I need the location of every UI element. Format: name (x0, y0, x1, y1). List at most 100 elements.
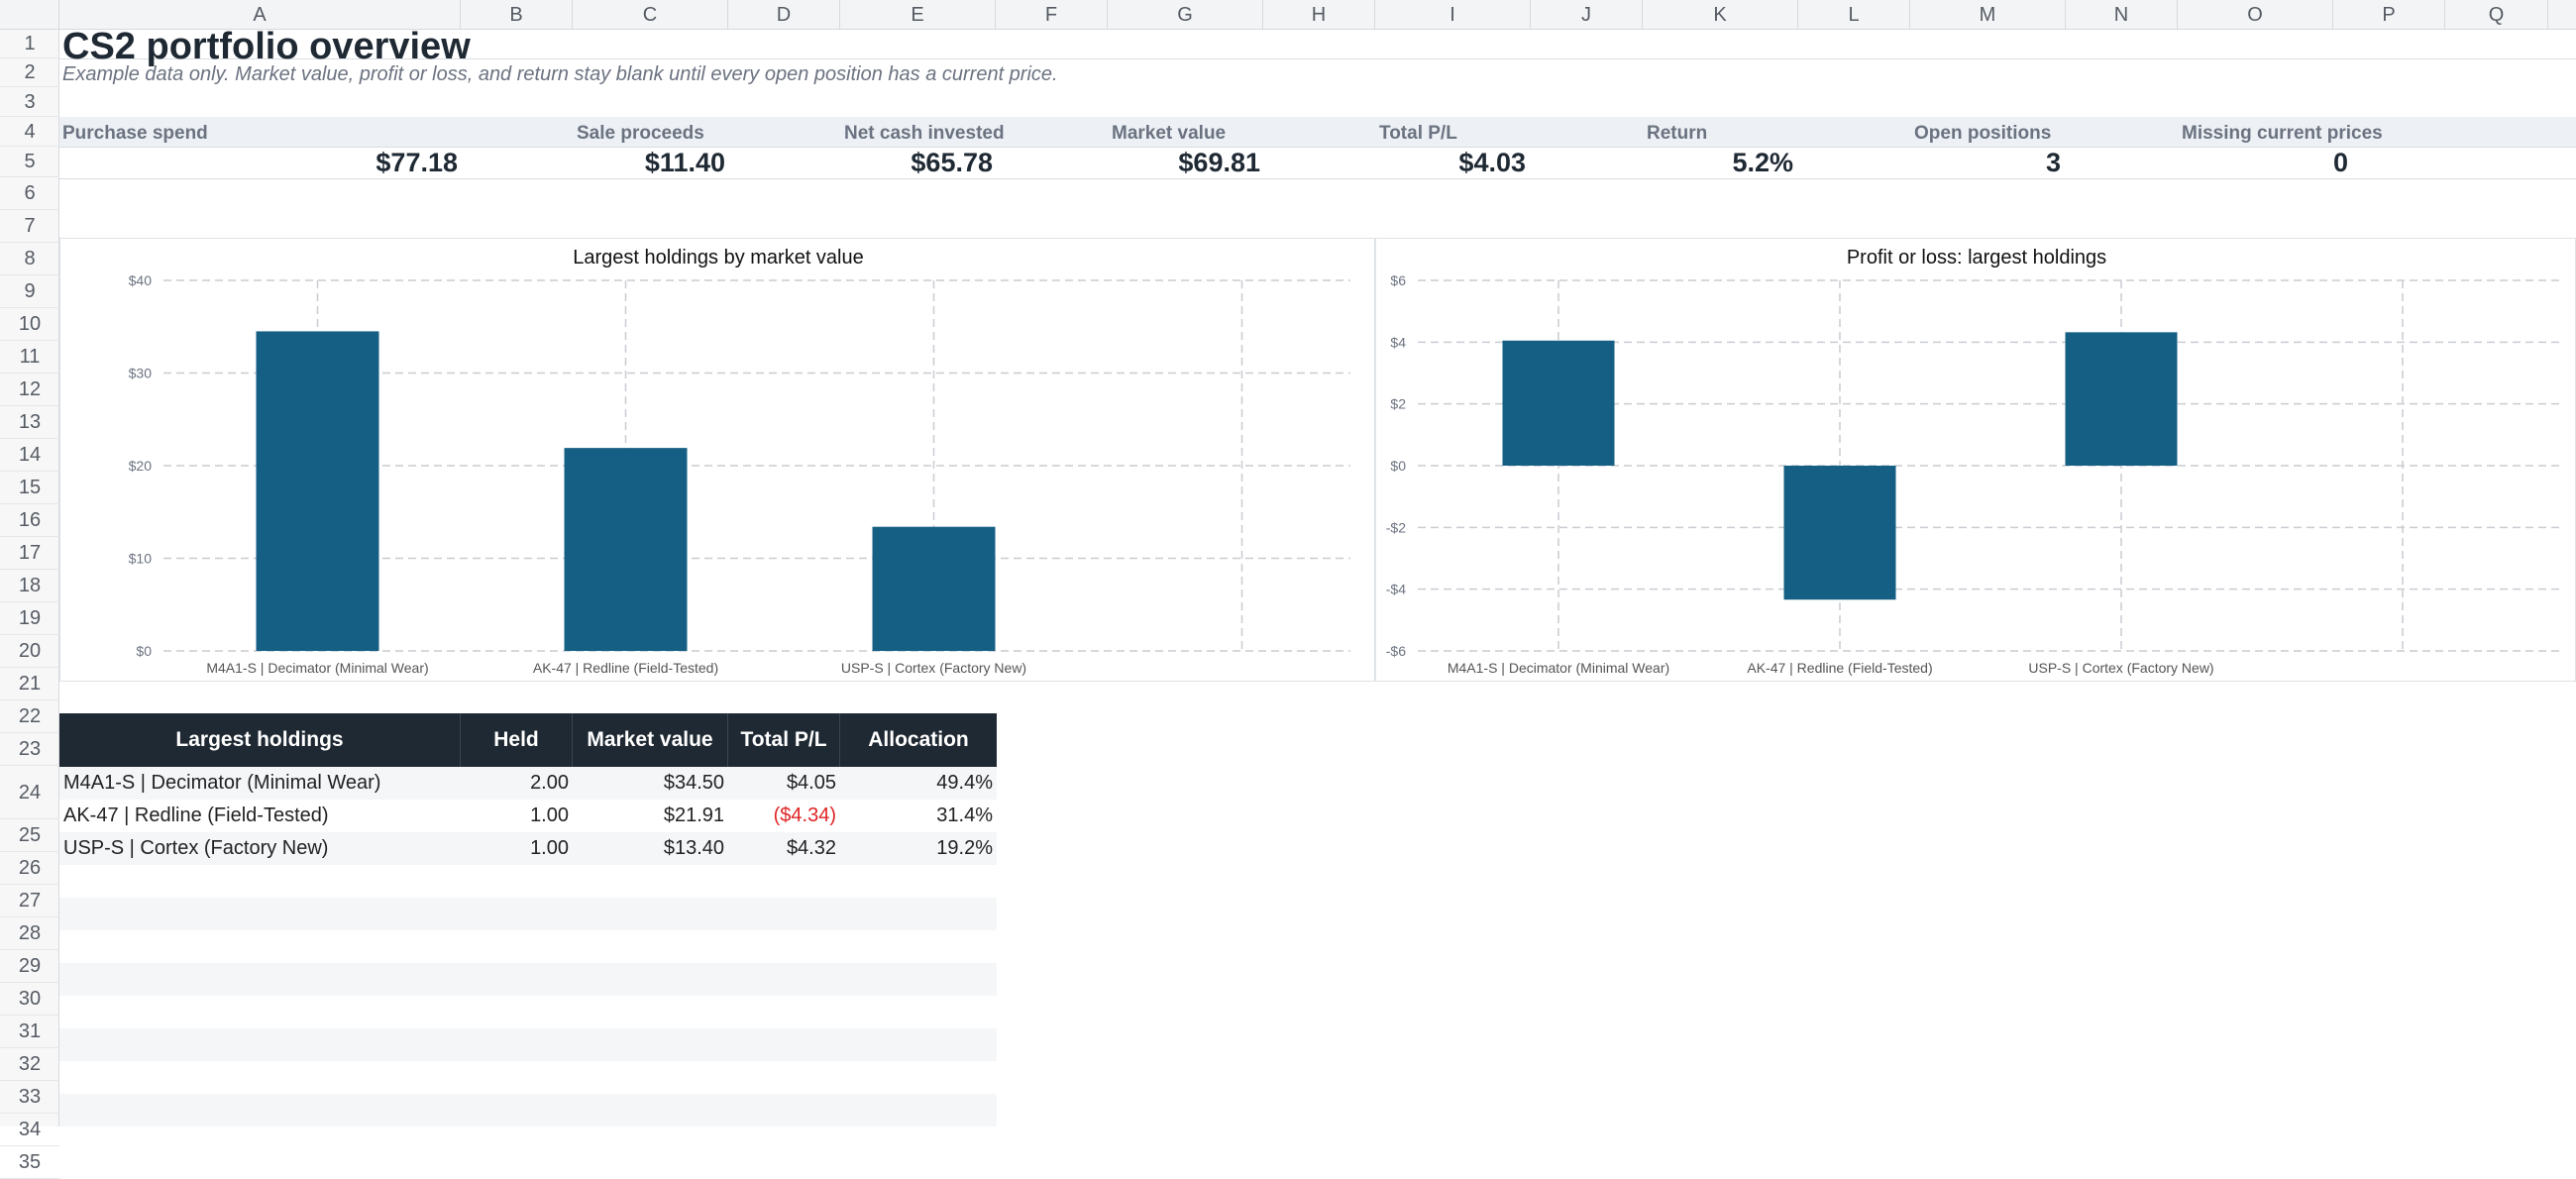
column-header-i[interactable]: I (1375, 0, 1531, 30)
column-header-g[interactable]: G (1108, 0, 1263, 30)
holdings-header-name[interactable]: Largest holdings (59, 713, 461, 767)
column-header-d[interactable]: D (728, 0, 840, 30)
holding-held[interactable]: 2.00 (530, 772, 569, 794)
holding-total-pl-negative[interactable]: ($4.34) (773, 804, 836, 826)
holding-held[interactable]: 1.00 (530, 804, 569, 826)
page-title: CS2 portfolio overview (62, 26, 471, 67)
profit-loss-chart-plot: -$6 -$4 -$2 $0 $2 $4 $6 M4A1-S | Decimator (Min… (1386, 272, 2561, 676)
row-header-30[interactable]: 30 (0, 983, 59, 1016)
row-header-6[interactable]: 6 (0, 177, 59, 210)
y-tick-label: $0 (136, 643, 152, 659)
row-header-14[interactable]: 14 (0, 439, 59, 472)
row-header-7[interactable]: 7 (0, 210, 59, 243)
row-header-17[interactable]: 17 (0, 537, 59, 570)
row-header-25[interactable]: 25 (0, 819, 59, 852)
holding-name[interactable]: M4A1-S | Decimator (Minimal Wear) (63, 772, 381, 794)
row-header-19[interactable]: 19 (0, 602, 59, 635)
column-header-f[interactable]: F (996, 0, 1108, 30)
row-header-35[interactable]: 35 (0, 1146, 59, 1179)
holding-allocation[interactable]: 19.2% (936, 837, 993, 859)
holding-total-pl[interactable]: $4.32 (786, 837, 836, 859)
row-header-24[interactable]: 24 (0, 766, 59, 819)
kpi-value-net-cash-invested: $65.78 (911, 148, 993, 177)
row-header-18[interactable]: 18 (0, 570, 59, 602)
row-header-33[interactable]: 33 (0, 1081, 59, 1114)
row-header-8[interactable]: 8 (0, 243, 59, 275)
row-header-bar: 1 2 3 4 5 6 7 8 9 10 11 12 13 14 15 16 17 18 19 20 21 22 23 24 2… (0, 30, 59, 1179)
row-header-28[interactable]: 28 (0, 917, 59, 950)
row-header-21[interactable]: 21 (0, 668, 59, 700)
bar (1783, 466, 1896, 600)
row-header-4[interactable]: 4 (0, 117, 59, 147)
column-header-o[interactable]: O (2178, 0, 2333, 30)
row-header-22[interactable]: 22 (0, 700, 59, 733)
row-header-26[interactable]: 26 (0, 852, 59, 885)
column-header-h[interactable]: H (1263, 0, 1375, 30)
row-header-20[interactable]: 20 (0, 635, 59, 668)
column-header-e[interactable]: E (840, 0, 996, 30)
row-header-34[interactable]: 34 (0, 1114, 59, 1146)
row-header-3[interactable]: 3 (0, 87, 59, 117)
column-header-b[interactable]: B (461, 0, 573, 30)
profit-loss-chart[interactable]: Profit or loss: largest holdings -$6 -$4-… (1375, 238, 2576, 682)
holding-total-pl[interactable]: $4.05 (786, 772, 836, 794)
table-row[interactable]: AK-47 | Redline (Field-Tested) 1.00 $21.… (59, 800, 997, 832)
y-tick-label: -$2 (1386, 519, 1406, 535)
holdings-header-total-pl[interactable]: Total P/L (728, 713, 840, 767)
column-header-m[interactable]: M (1910, 0, 2066, 30)
holding-market-value[interactable]: $13.40 (663, 837, 724, 859)
column-header-n[interactable]: N (2066, 0, 2178, 30)
column-header-p[interactable]: P (2333, 0, 2445, 30)
kpi-value-return: 5.2% (1732, 148, 1793, 177)
row-header-32[interactable]: 32 (0, 1048, 59, 1081)
holdings-header-market-value[interactable]: Market value (573, 713, 728, 767)
kpi-value-missing-prices: 0 (2332, 148, 2348, 177)
holdings-header-held[interactable]: Held (461, 713, 573, 767)
y-tick-label: $40 (129, 272, 153, 288)
column-header-l[interactable]: L (1798, 0, 1910, 30)
row-header-10[interactable]: 10 (0, 308, 59, 341)
row-header-27[interactable]: 27 (0, 885, 59, 917)
holding-market-value[interactable]: $34.50 (663, 772, 724, 794)
holding-allocation[interactable]: 31.4% (936, 804, 993, 826)
table-row-band (59, 1094, 997, 1126)
x-category-label: USP-S | Cortex (Factory New) (841, 660, 1026, 676)
row-header-31[interactable]: 31 (0, 1016, 59, 1048)
row-header-1[interactable]: 1 (0, 30, 59, 58)
holdings-header-allocation[interactable]: Allocation (840, 713, 997, 767)
column-header-q[interactable]: Q (2445, 0, 2548, 30)
holding-name[interactable]: USP-S | Cortex (Factory New) (63, 837, 329, 859)
kpi-value-market-value: $69.81 (1178, 148, 1260, 177)
column-header-j[interactable]: J (1531, 0, 1643, 30)
row-header-15[interactable]: 15 (0, 472, 59, 504)
market-value-chart-title: Largest holdings by market value (573, 247, 864, 268)
x-category-label: M4A1-S | Decimator (Minimal Wear) (206, 660, 428, 676)
bar (2065, 332, 2178, 466)
x-category-label: AK-47 | Redline (Field-Tested) (533, 660, 718, 676)
row-header-12[interactable]: 12 (0, 374, 59, 406)
row-header-5[interactable]: 5 (0, 147, 59, 177)
table-row[interactable]: USP-S | Cortex (Factory New) 1.00 $13.40… (59, 832, 997, 865)
y-tick-label: $10 (129, 551, 153, 567)
column-header-c[interactable]: C (573, 0, 728, 30)
table-row[interactable]: M4A1-S | Decimator (Minimal Wear) 2.00 $… (59, 767, 997, 800)
holding-market-value[interactable]: $21.91 (663, 804, 724, 826)
column-header-k[interactable]: K (1643, 0, 1798, 30)
y-tick-label: $6 (1390, 272, 1406, 288)
holding-allocation[interactable]: 49.4% (936, 772, 993, 794)
holding-name[interactable]: AK-47 | Redline (Field-Tested) (63, 804, 329, 826)
row-header-2[interactable]: 2 (0, 58, 59, 87)
grid-line (59, 178, 2576, 179)
row-header-9[interactable]: 9 (0, 275, 59, 308)
row-header-23[interactable]: 23 (0, 733, 59, 766)
row-header-29[interactable]: 29 (0, 950, 59, 983)
row-header-16[interactable]: 16 (0, 504, 59, 537)
select-all-corner[interactable] (0, 0, 59, 30)
market-value-chart[interactable]: Largest holdings by market value $0 $10 $2… (59, 238, 1375, 682)
column-header-a[interactable]: A (59, 0, 461, 30)
holding-held[interactable]: 1.00 (530, 837, 569, 859)
kpi-label-sale-proceeds: Sale proceeds (577, 123, 704, 144)
row-header-13[interactable]: 13 (0, 406, 59, 439)
row-header-11[interactable]: 11 (0, 341, 59, 374)
